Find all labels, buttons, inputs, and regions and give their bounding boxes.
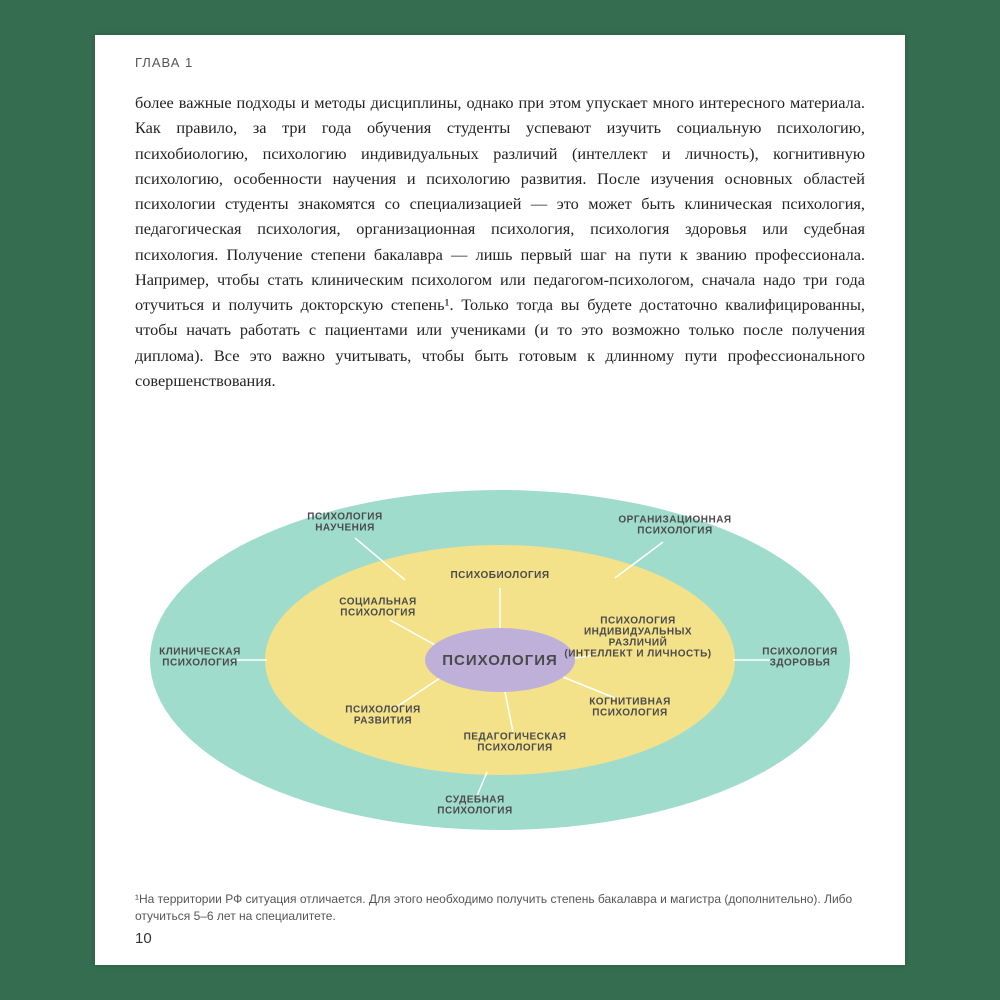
diagram-svg: ПСИХОЛОГИЯ ПСИХОБИОЛОГИЯ СОЦИАЛЬНАЯПСИХОЛО… <box>135 480 865 850</box>
svg-text:СОЦИАЛЬНАЯПСИХОЛОГИЯ: СОЦИАЛЬНАЯПСИХОЛОГИЯ <box>339 597 416 619</box>
svg-text:ПЕДАГОГИЧЕСКАЯПСИХОЛОГИЯ: ПЕДАГОГИЧЕСКАЯПСИХОЛОГИЯ <box>464 732 567 754</box>
page-number: 10 <box>135 930 152 947</box>
svg-text:ПСИХОЛОГИЯ: ПСИХОЛОГИЯ <box>442 652 558 669</box>
svg-text:КЛИНИЧЕСКАЯПСИХОЛОГИЯ: КЛИНИЧЕСКАЯПСИХОЛОГИЯ <box>159 647 241 669</box>
chapter-label: ГЛАВА 1 <box>135 55 193 70</box>
svg-text:ПСИХОБИОЛОГИЯ: ПСИХОБИОЛОГИЯ <box>450 570 549 581</box>
body-paragraph: более важные подходы и методы дисциплины… <box>135 90 865 393</box>
svg-text:СУДЕБНАЯПСИХОЛОГИЯ: СУДЕБНАЯПСИХОЛОГИЯ <box>437 795 512 817</box>
svg-text:ПСИХОЛОГИЯРАЗВИТИЯ: ПСИХОЛОГИЯРАЗВИТИЯ <box>345 705 420 727</box>
svg-text:КОГНИТИВНАЯПСИХОЛОГИЯ: КОГНИТИВНАЯПСИХОЛОГИЯ <box>589 697 671 719</box>
svg-text:ПСИХОЛОГИЯЗДОРОВЬЯ: ПСИХОЛОГИЯЗДОРОВЬЯ <box>762 647 837 669</box>
svg-text:ПСИХОЛОГИЯНАУЧЕНИЯ: ПСИХОЛОГИЯНАУЧЕНИЯ <box>307 512 382 534</box>
footnote: ¹На территории РФ ситуация отличается. Д… <box>135 890 865 925</box>
psychology-diagram: ПСИХОЛОГИЯ ПСИХОБИОЛОГИЯ СОЦИАЛЬНАЯПСИХОЛО… <box>135 480 865 850</box>
book-page: ГЛАВА 1 более важные подходы и методы ди… <box>95 35 905 965</box>
